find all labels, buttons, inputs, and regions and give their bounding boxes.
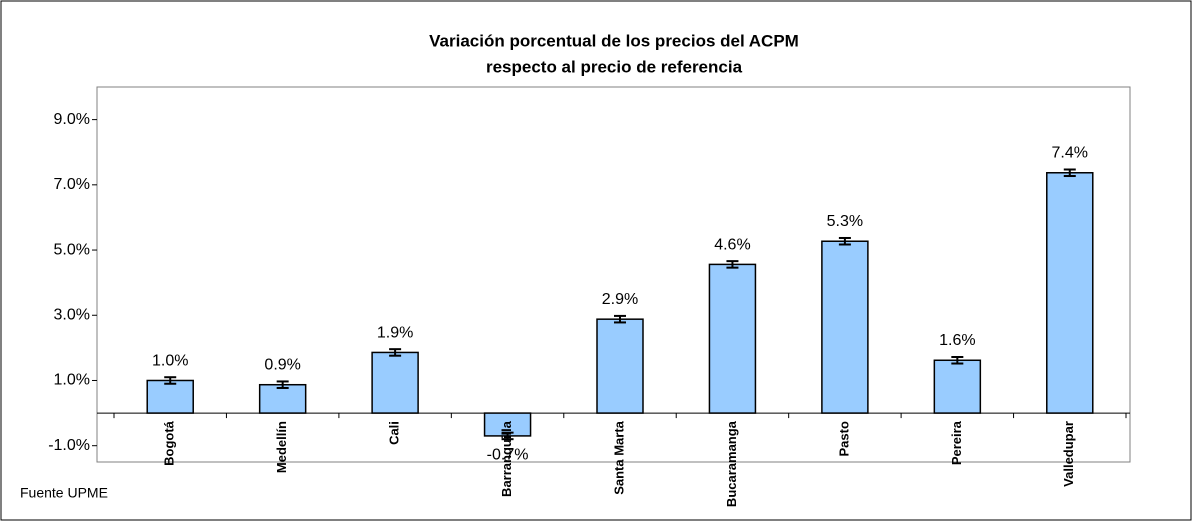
bar [371,351,419,414]
error-bar [838,236,851,246]
x-tick-label: Bogotá [162,420,177,466]
bar [821,240,869,414]
error-bar [1063,168,1076,178]
x-tick-label: Santa Marta [611,420,626,494]
data-label: 1.0% [152,352,188,369]
data-label: 5.3% [827,213,863,230]
error-bar [164,376,177,385]
chart-title: Variación porcentual de los precios del … [429,31,799,50]
y-tick-label: 5.0% [54,241,90,258]
bar [258,383,307,414]
error-bar [951,356,964,365]
error-bar [726,260,739,269]
data-label: -0.7% [487,446,529,463]
data-label: 0.9% [264,357,300,374]
data-label: 7.4% [1052,145,1088,162]
bar [1046,172,1094,414]
error-bar [614,314,626,324]
error-bar [276,380,289,389]
error-bar [389,348,402,357]
data-label: 4.6% [714,236,750,253]
x-tick-label: Pasto [836,421,851,456]
bar [146,379,194,414]
error-bar [501,431,514,441]
data-label: 2.9% [602,291,638,308]
x-tick-label: Valledupar [1061,421,1076,487]
plot-area [96,86,1131,463]
bar [708,263,757,414]
bar [933,359,982,414]
y-tick-label: 1.0% [54,372,90,389]
y-tick-label: 9.0% [54,111,90,128]
y-tick-label: -1.0% [48,437,90,454]
x-tick-label: Cali [387,421,402,445]
chart-subtitle: respecto al precio de referencia [486,57,743,76]
source-note: Fuente UPME [20,485,108,501]
x-tick-label: Barranquilla [499,420,514,497]
y-tick-label: 7.0% [54,176,90,193]
data-label: 1.9% [377,324,413,341]
x-tick-label: Pereira [949,420,964,465]
x-tick-label: Medellín [274,421,289,473]
y-tick-label: 3.0% [54,306,90,323]
x-tick-label: Bucaramanga [724,420,739,507]
bar [596,318,644,414]
data-label: 1.6% [939,332,975,349]
